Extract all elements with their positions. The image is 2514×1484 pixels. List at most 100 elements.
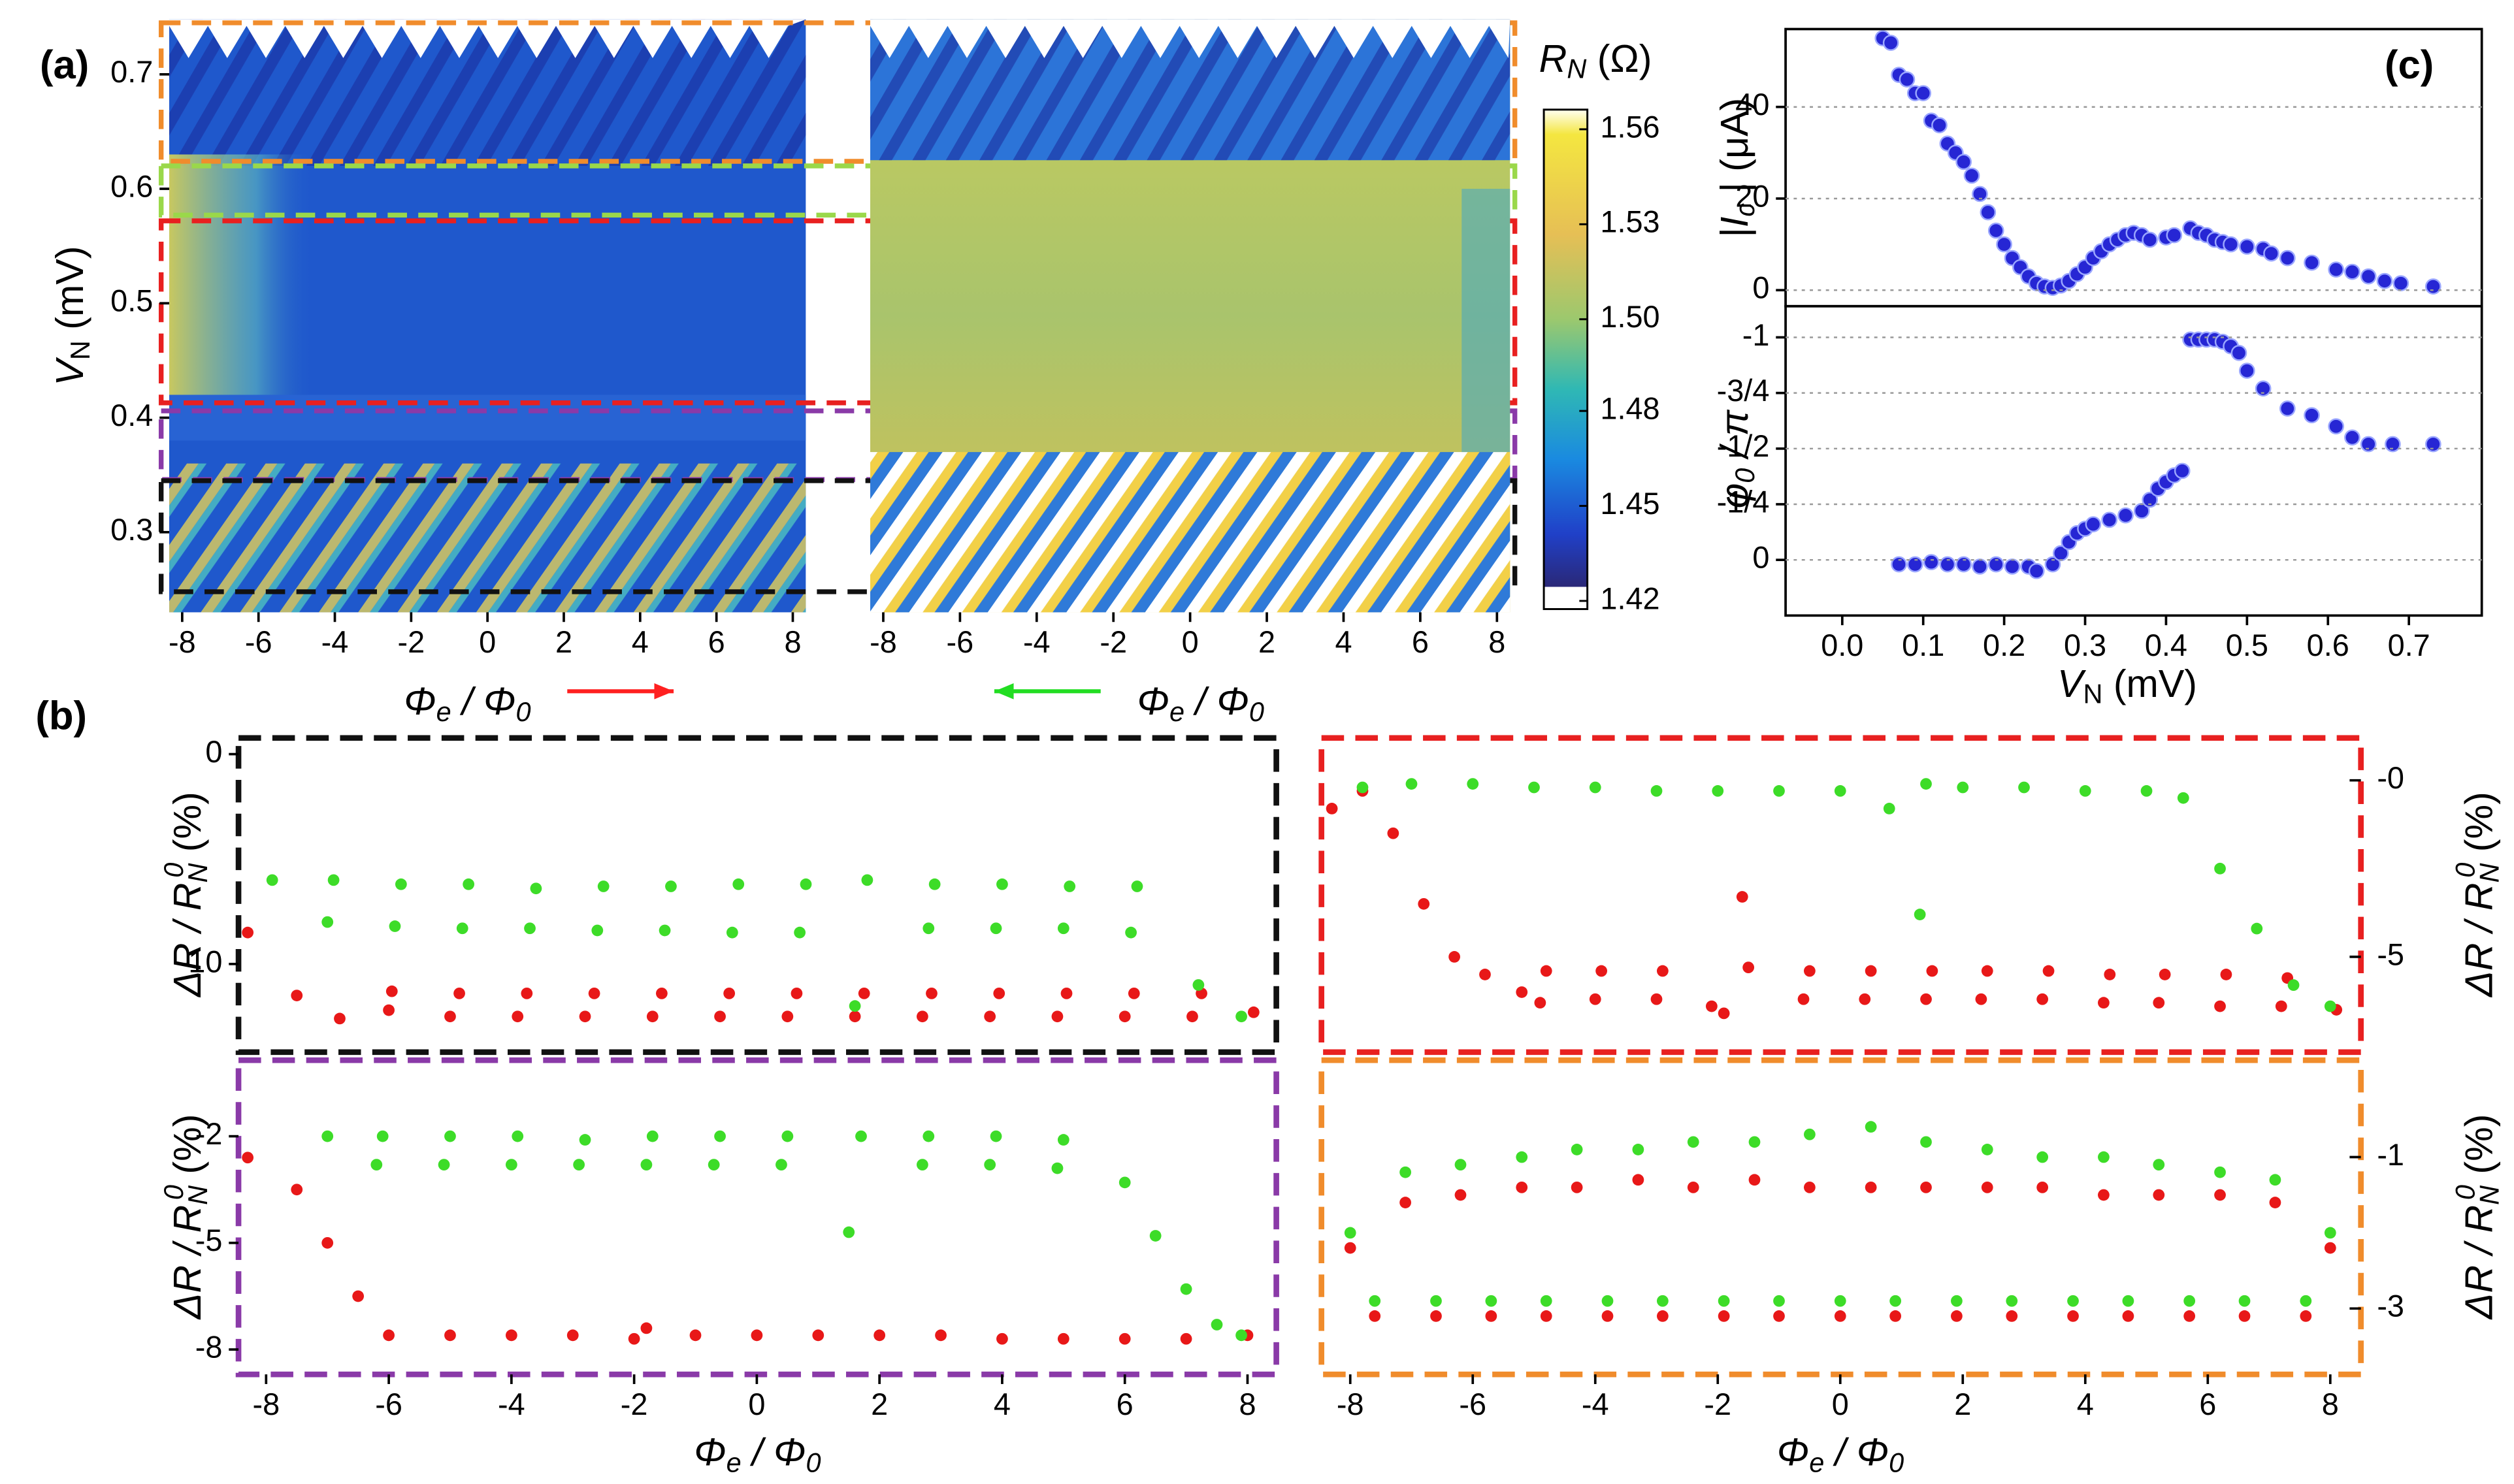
label-part: 0 — [516, 696, 531, 727]
data-point — [291, 990, 303, 1001]
y-tick-label: -1 — [1742, 318, 1770, 352]
data-point — [521, 987, 533, 999]
region-box — [158, 163, 1518, 218]
data-point — [505, 1329, 517, 1342]
x-tick-label: 0 — [748, 1387, 765, 1421]
data-point — [2042, 965, 2055, 977]
data-point — [1687, 1136, 1699, 1148]
data-point — [2238, 1295, 2251, 1307]
data-point — [849, 1010, 861, 1023]
data-point — [2067, 1310, 2079, 1322]
data-point — [646, 1010, 659, 1023]
data-point — [640, 1159, 653, 1171]
data-point — [242, 1152, 254, 1164]
y-tick-label: 0.5 — [110, 284, 153, 318]
data-point — [385, 985, 398, 997]
direction-arrow-head — [654, 683, 674, 700]
data-point — [751, 1329, 763, 1342]
data-point — [659, 924, 671, 937]
y-tick-label: 0.6 — [110, 169, 153, 203]
data-point — [1131, 880, 1143, 892]
data-point — [1399, 1197, 1411, 1208]
data-point — [1057, 1134, 1069, 1146]
plot-frame — [1318, 1057, 2364, 1378]
x-tick-label: -8 — [169, 625, 196, 659]
data-point — [1601, 1295, 1614, 1307]
x-tick-label: 0.6 — [2307, 628, 2349, 662]
axis-label: Φe / Φ0 — [694, 1430, 821, 1477]
data-point — [1923, 554, 1940, 570]
data-point — [1247, 1006, 1260, 1018]
y-tick-label: 0 — [1752, 541, 1769, 575]
data-point — [714, 1130, 726, 1142]
data-point — [383, 1329, 395, 1342]
x-tick-label: 2 — [1954, 1387, 1971, 1421]
data-point — [395, 878, 407, 890]
data-point — [1889, 1295, 1902, 1307]
plot-frame — [1784, 304, 2483, 617]
data-point — [2251, 922, 2263, 935]
data-point — [1987, 556, 2004, 573]
heatmap-texture — [870, 452, 1510, 613]
data-point — [2004, 558, 2021, 575]
data-point — [1211, 1319, 1223, 1331]
label-part: (%) — [2457, 1114, 2500, 1186]
data-point — [1963, 167, 1980, 184]
data-point — [1430, 1310, 1442, 1322]
x-tick-label: 0 — [1832, 1387, 1849, 1421]
data-point — [2287, 979, 2300, 992]
data-point — [1736, 891, 1748, 903]
data-point — [732, 878, 745, 890]
x-tick-label: -8 — [870, 625, 897, 659]
data-point — [1656, 1310, 1669, 1322]
direction-arrow-head — [994, 683, 1014, 700]
data-point — [2142, 231, 2158, 248]
data-point — [628, 1332, 640, 1345]
data-point — [990, 922, 1002, 935]
data-point — [2036, 1151, 2049, 1163]
data-point — [321, 1236, 334, 1249]
data-point — [996, 878, 1008, 890]
y-tick-label: -2 — [195, 1117, 223, 1151]
data-point — [2279, 250, 2296, 266]
data-point — [1149, 1230, 1162, 1242]
colorbar-tick-label: 1.42 — [1600, 581, 1659, 615]
label-part: V — [2057, 662, 2087, 705]
label-part: (mV) — [48, 246, 91, 341]
label-part: (%) — [165, 1114, 209, 1185]
data-point — [1955, 556, 1972, 573]
data-point — [2018, 781, 2030, 794]
data-point — [1865, 965, 1877, 977]
label-part: N — [182, 863, 213, 882]
data-point — [1931, 117, 1948, 134]
x-tick-label: 6 — [1412, 625, 1429, 659]
label-part: 0 — [158, 1185, 189, 1200]
label-part: 0 — [806, 1447, 821, 1477]
data-point — [1516, 986, 1528, 998]
data-point — [800, 878, 812, 890]
data-point — [1405, 778, 1418, 790]
x-tick-label: 0.3 — [2064, 628, 2106, 662]
x-tick-label: 4 — [2077, 1387, 2094, 1421]
y-tick-label: -3 — [2377, 1289, 2404, 1323]
x-tick-label: 0.5 — [2226, 628, 2268, 662]
label-part: N — [2083, 679, 2102, 709]
data-point — [579, 1010, 591, 1023]
data-point — [1889, 1310, 1902, 1322]
data-point — [2385, 436, 2401, 453]
data-point — [1601, 1310, 1614, 1322]
x-tick-label: -2 — [1100, 625, 1127, 659]
data-point — [2036, 993, 2049, 1005]
data-point — [1064, 880, 1076, 892]
data-point — [1125, 926, 1137, 939]
label-part: 0 — [2449, 863, 2480, 878]
data-point — [1920, 1136, 1932, 1148]
data-point — [1687, 1182, 1699, 1193]
colorbar-tick-label: 1.48 — [1600, 392, 1659, 426]
data-point — [922, 922, 935, 935]
data-point — [2153, 1159, 2165, 1170]
y-tick-label: -8 — [195, 1330, 223, 1364]
label-part: Φ — [404, 679, 436, 723]
x-tick-label: 4 — [1335, 625, 1352, 659]
data-point — [984, 1010, 996, 1023]
